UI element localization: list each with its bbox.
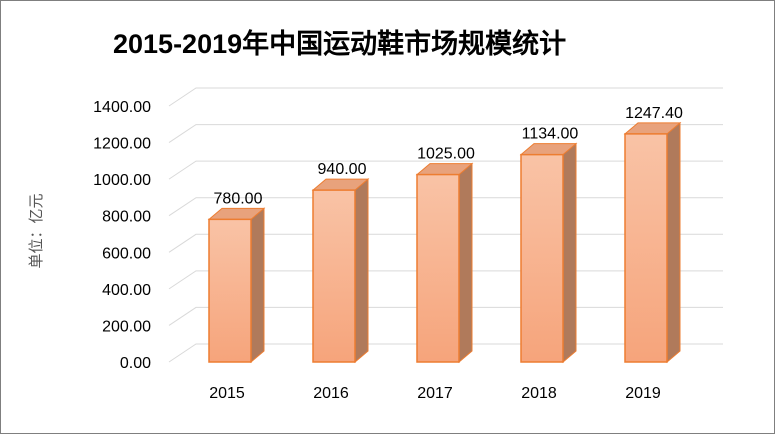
bar-side-face [458, 162, 473, 364]
gridlines [168, 87, 723, 363]
x-tick-label: 2016 [313, 385, 349, 402]
y-tick-label: 600.00 [102, 245, 151, 262]
y-tick-label: 0.00 [120, 355, 151, 372]
y-axis-ticks: 0.00 200.00 400.00 600.00 800.00 1000.00 1200.… [93, 99, 151, 372]
bar [623, 121, 682, 364]
gridline [168, 124, 723, 143]
gridline [168, 87, 723, 107]
data-labels: 780.00 940.00 1025.00 1134.00 1247.40 [214, 105, 683, 207]
y-axis-label: 单位：亿元 [27, 193, 45, 268]
chart-title: 2015-2019年中国运动鞋市场规模统计 [113, 28, 566, 59]
bar-front-face [624, 133, 668, 363]
y-tick-label: 400.00 [102, 282, 151, 299]
x-axis-ticks: 2015 2016 2017 2018 2019 [209, 385, 661, 402]
bar-front-face [416, 173, 460, 363]
data-label: 780.00 [214, 190, 263, 207]
bar-front-face [520, 153, 564, 363]
x-tick-label: 2015 [209, 385, 245, 402]
y-tick-label: 200.00 [102, 318, 151, 335]
bar-side-face [562, 142, 577, 364]
bar [207, 207, 266, 364]
data-label: 1247.40 [625, 105, 683, 122]
bar-side-face [250, 207, 265, 364]
x-tick-label: 2019 [625, 385, 661, 402]
bar [311, 178, 370, 364]
data-label: 1025.00 [417, 146, 475, 163]
bars [207, 121, 682, 364]
y-tick-label: 1400.00 [93, 99, 151, 116]
bar-side-face [666, 121, 681, 364]
x-tick-label: 2017 [417, 385, 453, 402]
y-tick-label: 1000.00 [93, 172, 151, 189]
bar [415, 162, 474, 364]
data-label: 1134.00 [522, 126, 579, 143]
bar-front-face [312, 189, 356, 363]
bar [519, 142, 578, 364]
data-label: 940.00 [318, 161, 367, 178]
bar-side-face [354, 178, 369, 364]
y-tick-label: 1200.00 [93, 136, 151, 153]
y-tick-label: 800.00 [102, 209, 151, 226]
x-tick-label: 2018 [521, 385, 557, 402]
bar-front-face [208, 218, 252, 363]
